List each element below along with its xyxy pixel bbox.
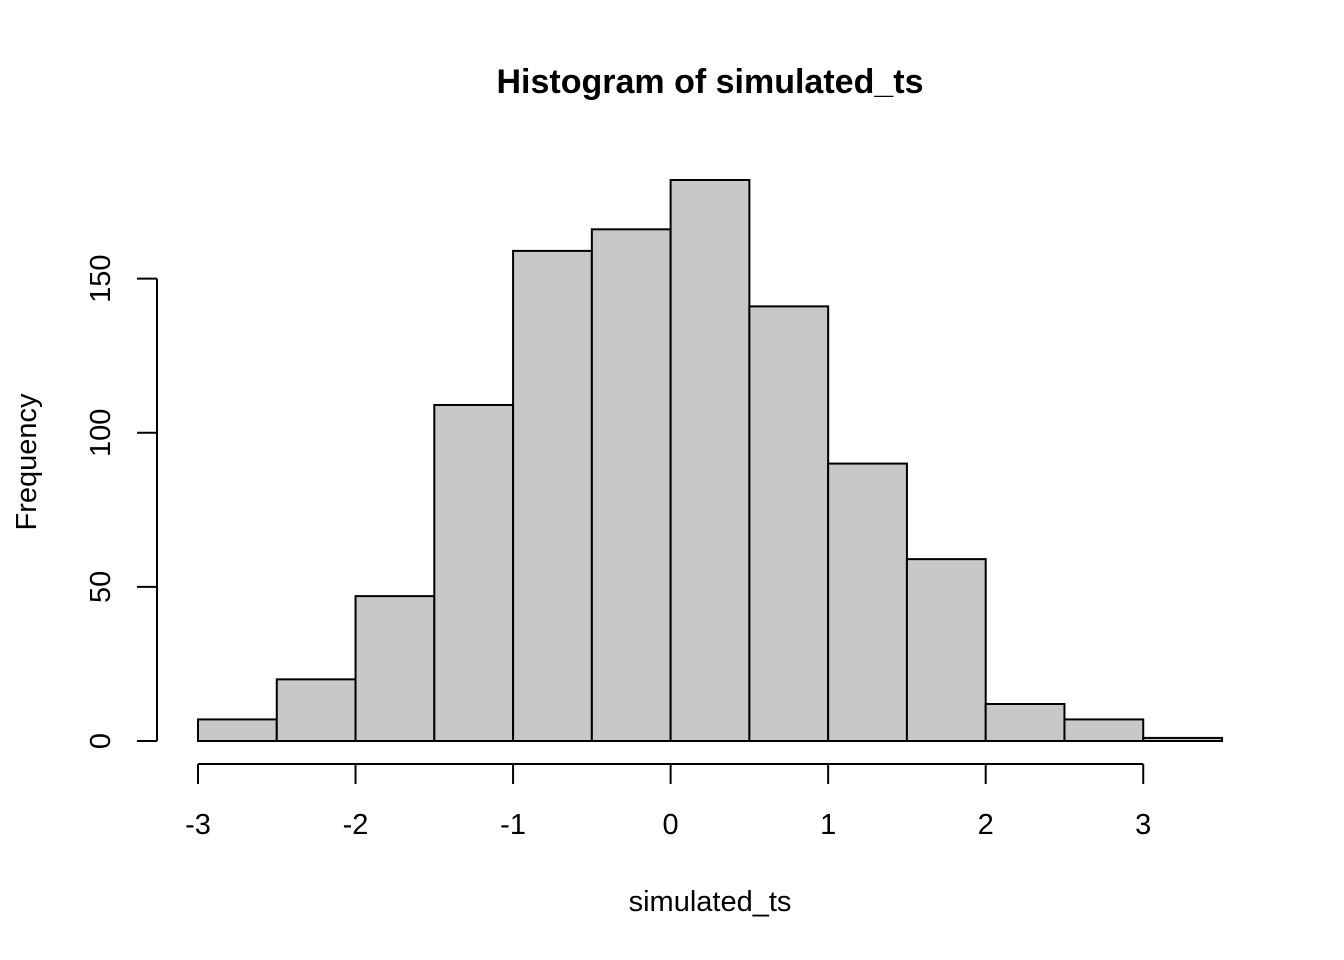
x-tick-label: 1 [820,809,836,841]
x-tick-label: -2 [343,809,369,841]
histogram-bar [827,462,908,742]
histogram-bar [669,179,751,742]
histogram-bar [905,558,987,743]
histogram-bar [354,595,436,743]
x-tick-label: 2 [978,809,994,841]
bars-group [197,179,1223,743]
x-tick-label: -3 [185,809,211,841]
x-tick-label: 0 [663,809,679,841]
histogram-bar [1063,718,1145,743]
y-axis-label: Frequency [11,393,43,531]
x-tick-label: -1 [500,809,526,841]
chart-title: Histogram of simulated_ts [497,63,924,101]
x-axis: -3 -2 -1 0 1 2 3 [185,763,1151,841]
y-tick-label: 0 [85,733,117,749]
y-tick-label: 150 [85,254,117,302]
x-axis-label: simulated_ts [629,886,792,918]
histogram-bar [590,228,672,742]
histogram-bar [433,404,515,742]
histogram-bar [275,678,357,742]
histogram-bar [1142,736,1223,743]
y-tick-label: 50 [85,571,117,603]
x-tick-label: 3 [1135,809,1151,841]
histogram-bar [748,305,830,742]
histogram-bar [984,703,1066,742]
y-tick-label: 100 [85,409,117,457]
histogram-bar [197,718,278,743]
histogram-bar [512,249,593,742]
y-axis: 0 50 100 150 [85,254,158,749]
